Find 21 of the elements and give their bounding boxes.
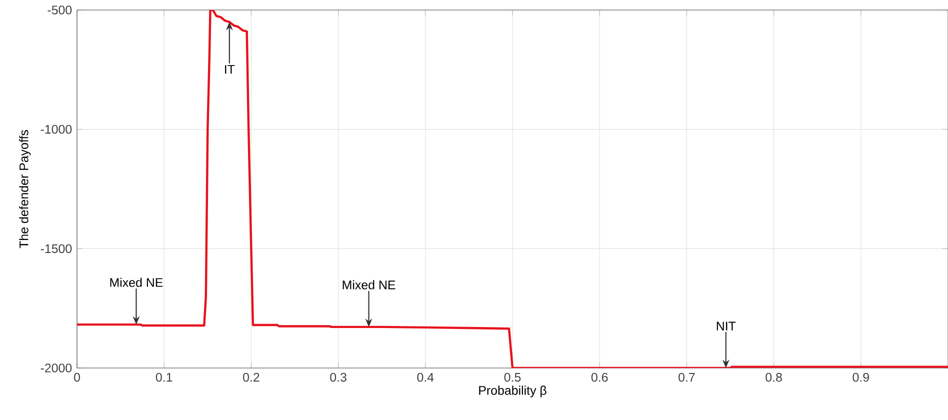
annotation: Mixed NE [110, 278, 163, 287]
y-tick-label: -500 [48, 6, 72, 14]
x-tick-label: 0.9 [852, 372, 869, 382]
y-tick-label: -1500 [40, 244, 72, 254]
annotation: IT [225, 65, 235, 74]
x-tick-label: 0.7 [678, 372, 695, 382]
y-tick-label: -2000 [40, 364, 72, 372]
x-tick-label: 0.6 [591, 372, 608, 382]
x-tick-label: 0.5 [504, 372, 521, 382]
annotation: NIT [716, 322, 736, 330]
x-tick-label: 0.4 [417, 372, 434, 382]
y-axis-title: The defender Payoffs [19, 130, 31, 248]
y-tick-label: -1000 [40, 124, 72, 134]
x-tick-label: 0.3 [330, 372, 346, 382]
x-axis-title: Probability β [479, 386, 546, 398]
annotation: Mixed NE [342, 280, 396, 290]
line-series [77, 10, 948, 368]
x-tick-label: 0.8 [766, 372, 782, 382]
x-tick-label: 0.2 [243, 372, 260, 382]
x-tick-label: 0.1 [156, 372, 172, 382]
x-tick-label: 0 [74, 372, 80, 382]
